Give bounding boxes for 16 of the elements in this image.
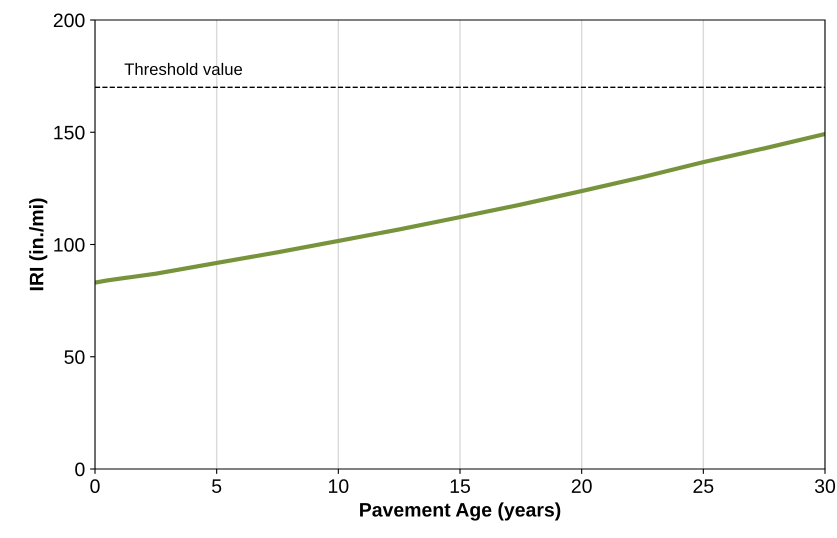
x-axis-title: Pavement Age (years) <box>360 502 560 521</box>
y-tick-label: 0 <box>75 462 85 476</box>
ref-line-label: Threshold value <box>124 62 242 76</box>
x-tick-label: 15 <box>450 479 470 494</box>
y-tick-label: 150 <box>54 126 85 140</box>
x-tick-label: 0 <box>90 479 100 494</box>
y-axis-title: IRI (in./mi) <box>29 198 48 290</box>
y-tick-label: 100 <box>54 238 85 252</box>
x-tick-label: 10 <box>329 479 348 494</box>
x-tick-label: 30 <box>814 479 836 494</box>
x-tick-label: 5 <box>212 479 222 494</box>
y-tick-label: 50 <box>64 350 85 364</box>
line-series <box>95 132 825 285</box>
x-tick-label: 20 <box>572 479 592 494</box>
y-tick-label: 200 <box>54 13 85 28</box>
x-tick-label: 25 <box>694 479 714 494</box>
